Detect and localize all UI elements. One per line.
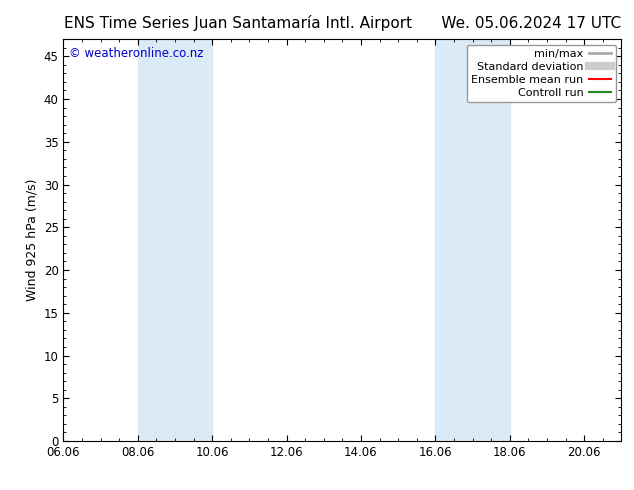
Legend: min/max, Standard deviation, Ensemble mean run, Controll run: min/max, Standard deviation, Ensemble me…: [467, 45, 616, 102]
Bar: [138, 39, 212, 441]
Title: ENS Time Series Juan Santamaría Intl. Airport      We. 05.06.2024 17 UTC: ENS Time Series Juan Santamaría Intl. Ai…: [64, 15, 621, 31]
Y-axis label: Wind 925 hPa (m/s): Wind 925 hPa (m/s): [25, 179, 38, 301]
Text: © weatheronline.co.nz: © weatheronline.co.nz: [69, 47, 204, 60]
Bar: [436, 39, 510, 441]
